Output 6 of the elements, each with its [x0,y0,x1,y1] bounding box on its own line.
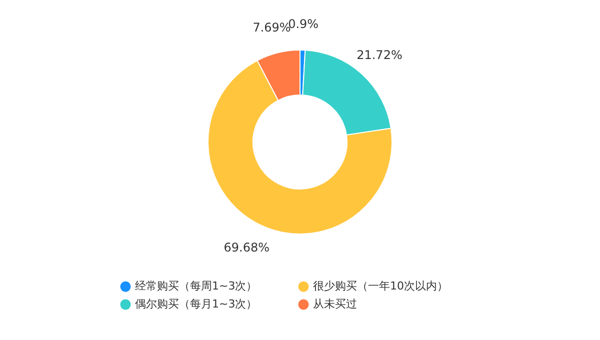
data-label: 21.72% [356,48,402,62]
legend-label: 偶尔购买（每月1~3次） [135,298,258,310]
data-label: 69.68% [224,240,270,254]
legend-label: 很少购买（一年10次以内） [313,280,448,293]
legend-label: 经常购买（每周1~3次） [135,280,258,293]
legend-label: 从未买过 [313,298,357,310]
